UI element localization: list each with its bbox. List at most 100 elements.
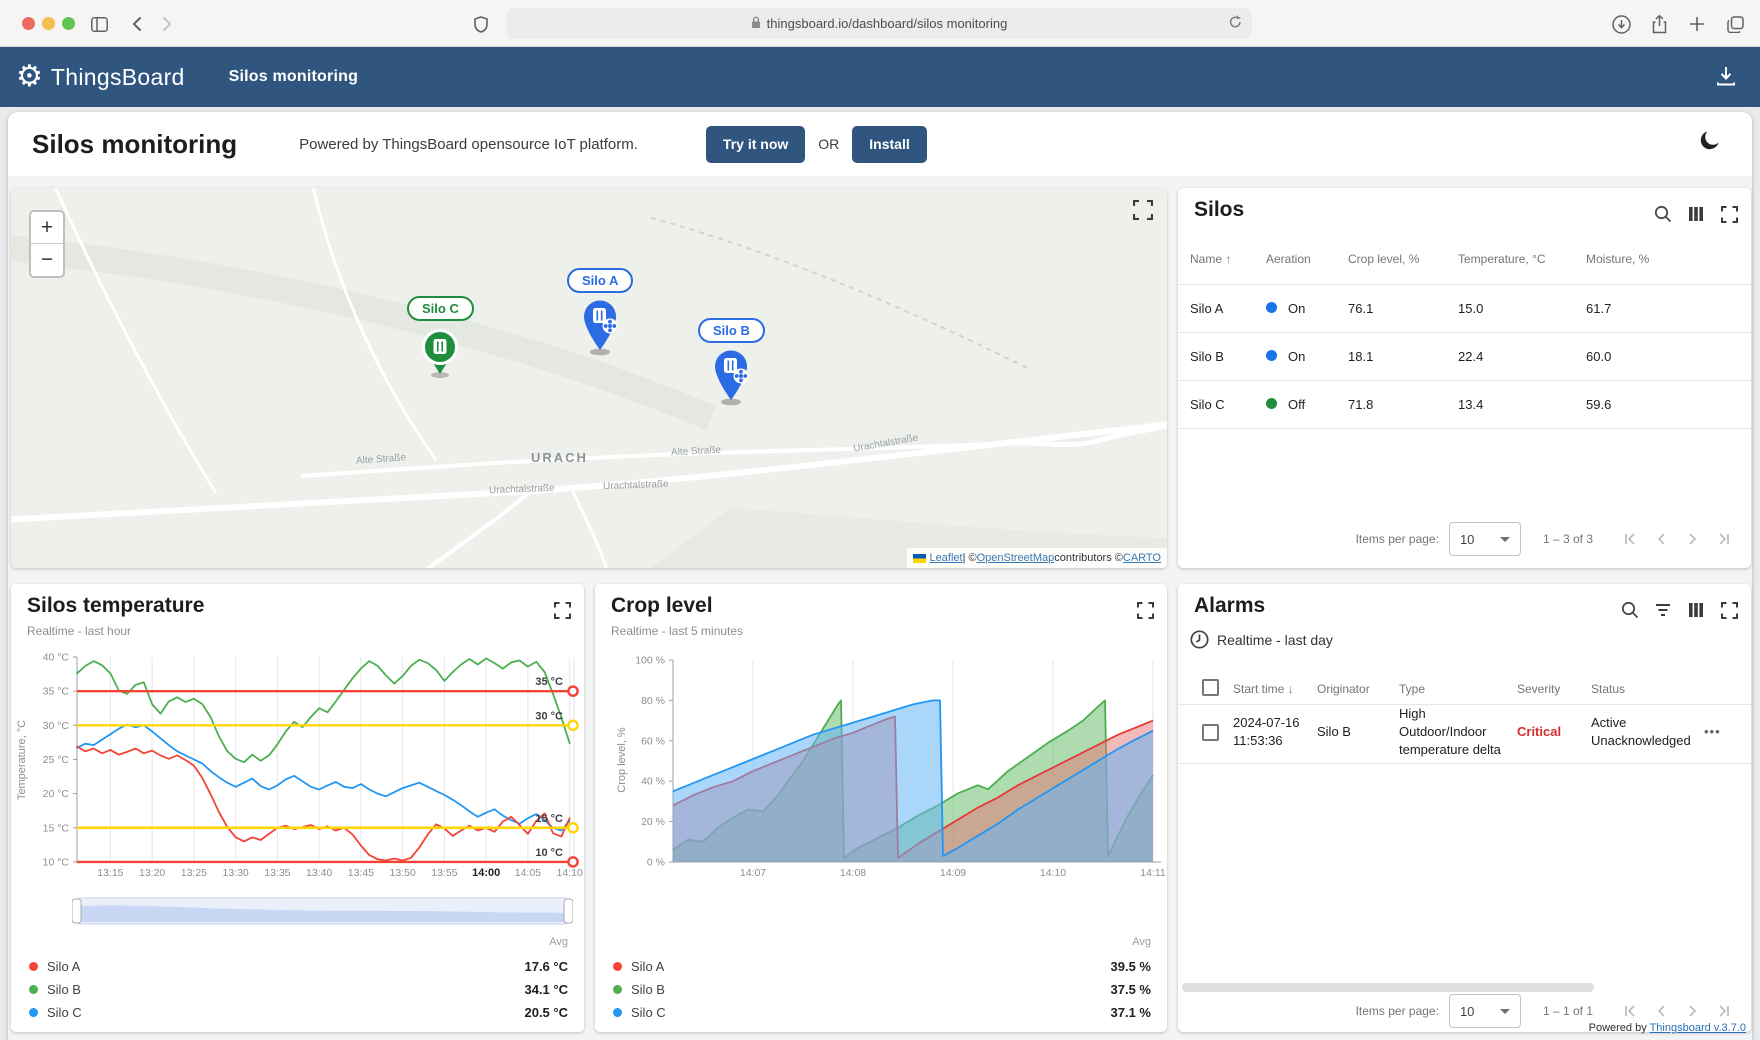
map-fullscreen-icon[interactable]: [1132, 199, 1154, 225]
carto-link[interactable]: CARTO: [1122, 552, 1161, 564]
browser-chrome: thingsboard.io/dashboard/silos monitorin…: [0, 0, 1760, 47]
alarms-search-icon[interactable]: [1620, 600, 1640, 620]
silo-c-marker-icon[interactable]: [417, 327, 463, 379]
map-marker-silo-a[interactable]: Silo A: [567, 268, 634, 361]
last-page-button[interactable]: [1709, 995, 1741, 1027]
forward-button[interactable]: [154, 11, 180, 37]
footer-version-link[interactable]: Thingsboard v.3.7.0: [1649, 1022, 1746, 1034]
next-page-button[interactable]: [1677, 995, 1709, 1027]
col-header-start-time[interactable]: Start time ↓: [1233, 682, 1294, 696]
cell-temperature: 15.0: [1458, 301, 1484, 316]
new-tab-icon[interactable]: [1684, 11, 1710, 37]
privacy-shield-icon[interactable]: [468, 11, 494, 37]
silo-c-label[interactable]: Silo C: [407, 296, 474, 321]
alarm-actions-button[interactable]: •••: [1704, 724, 1721, 739]
silo-b-label[interactable]: Silo B: [698, 318, 765, 343]
col-header-originator[interactable]: Originator: [1317, 682, 1370, 696]
legend-label: Silo C: [47, 1005, 82, 1020]
select-all-checkbox[interactable]: [1202, 679, 1219, 696]
alarms-filter-icon[interactable]: [1653, 600, 1673, 620]
map-canvas[interactable]: URACH Alte Straße Alte Straße Urachtalstraß…: [11, 188, 1167, 568]
temperature-line-chart[interactable]: 13:15 13:20 13:25 13:30 13:35 13:40 13:45 13:50…: [11, 648, 584, 896]
legend-dot: [29, 1008, 38, 1017]
alarms-timewindow-button[interactable]: Realtime - last day: [1190, 630, 1333, 649]
time-navigator[interactable]: [72, 896, 573, 926]
temperature-fullscreen-icon[interactable]: [552, 600, 572, 620]
sidebar-toggle-icon[interactable]: [86, 11, 112, 37]
col-header-crop-level[interactable]: Crop level, %: [1348, 252, 1420, 266]
select-caret-icon: [1499, 536, 1510, 542]
horizontal-scrollbar[interactable]: [1182, 983, 1594, 992]
crop-fullscreen-icon[interactable]: [1135, 600, 1155, 620]
dark-mode-toggle-icon[interactable]: [1698, 128, 1722, 157]
downloads-icon[interactable]: [1608, 11, 1634, 37]
col-header-type[interactable]: Type: [1399, 682, 1426, 696]
prev-page-button[interactable]: [1645, 523, 1677, 555]
install-button[interactable]: Install: [852, 125, 927, 163]
silos-table-widget: Silos Name ↑ Aeration Crop level, % Temp…: [1178, 188, 1751, 568]
cell-name: Silo C: [1190, 397, 1225, 412]
street-name-label: Urachtalstraße: [488, 482, 555, 497]
zoom-out-button[interactable]: −: [40, 248, 54, 271]
silos-search-icon[interactable]: [1653, 204, 1673, 224]
items-per-page-select[interactable]: 10: [1448, 522, 1521, 556]
tab-overview-icon[interactable]: [1722, 11, 1748, 37]
legend-item-silo-a[interactable]: Silo A 17.6 °C: [27, 956, 568, 977]
close-window-button[interactable]: [22, 17, 35, 30]
legend-label: Silo B: [631, 982, 665, 997]
first-page-button[interactable]: [1613, 995, 1645, 1027]
silos-fullscreen-icon[interactable]: [1719, 204, 1739, 224]
silos-columns-icon[interactable]: [1686, 204, 1706, 224]
silo-a-label[interactable]: Silo A: [567, 268, 634, 293]
col-header-severity[interactable]: Severity: [1517, 682, 1561, 696]
zoom-in-button[interactable]: +: [31, 212, 63, 244]
silo-b-pin-icon[interactable]: [708, 348, 754, 406]
temperature-widget-title: Silos temperature: [27, 594, 205, 617]
alarm-row-checkbox[interactable]: [1202, 724, 1219, 741]
header-dashboard-title: Silos monitoring: [228, 68, 359, 85]
legend-item-silo-c[interactable]: Silo C 20.5 °C: [27, 1002, 568, 1023]
col-header-aeration[interactable]: Aeration: [1266, 252, 1311, 266]
aeration-status-dot: [1266, 398, 1277, 409]
items-per-page-select[interactable]: 10: [1448, 994, 1521, 1028]
items-per-page-label: Items per page:: [1355, 532, 1439, 546]
leaflet-link[interactable]: Leaflet: [929, 552, 963, 564]
navigator-left-handle[interactable]: [72, 898, 82, 924]
last-page-button[interactable]: [1709, 523, 1741, 555]
alarms-fullscreen-icon[interactable]: [1719, 600, 1739, 620]
col-header-name[interactable]: Name ↑: [1190, 252, 1232, 266]
cell-severity: Critical: [1517, 724, 1562, 739]
cell-crop-level: 71.8: [1348, 397, 1374, 412]
reload-icon[interactable]: [1229, 15, 1242, 32]
try-it-now-button[interactable]: Try it now: [705, 125, 806, 163]
col-header-moisture[interactable]: Moisture, %: [1586, 252, 1650, 266]
svg-text:14:07: 14:07: [740, 867, 766, 879]
prev-page-button[interactable]: [1645, 995, 1677, 1027]
openstreetmap-link[interactable]: OpenStreetMap: [976, 552, 1055, 564]
first-page-button[interactable]: [1613, 523, 1645, 555]
crop-level-area-chart[interactable]: 14:07 14:08 14:09 14:10 14:11 100 % 80 % 60 % 40…: [595, 648, 1167, 896]
alarms-columns-icon[interactable]: [1686, 600, 1706, 620]
export-dashboard-icon[interactable]: [1716, 65, 1736, 92]
map-marker-silo-b[interactable]: Silo B: [698, 318, 765, 411]
share-icon[interactable]: [1646, 11, 1672, 37]
legend-item-silo-b[interactable]: Silo B 34.1 °C: [27, 979, 568, 1000]
cell-type-line1: High: [1399, 706, 1426, 721]
street-name-label: Urachtalstraße: [602, 478, 669, 493]
fullscreen-window-button[interactable]: [62, 17, 75, 30]
silo-a-pin-icon[interactable]: [577, 298, 623, 356]
legend-item-silo-b[interactable]: Silo B 37.5 %: [611, 979, 1151, 1000]
legend-item-silo-a[interactable]: Silo A 39.5 %: [611, 956, 1151, 977]
navigator-right-handle[interactable]: [563, 898, 573, 924]
map-marker-silo-c[interactable]: Silo C: [407, 296, 474, 384]
col-header-status[interactable]: Status: [1591, 682, 1626, 696]
thingsboard-logo[interactable]: ⚙ ThingsBoard: [16, 62, 185, 92]
col-header-temperature[interactable]: Temperature, °C: [1458, 252, 1546, 266]
legend-item-silo-c[interactable]: Silo C 37.1 %: [611, 1002, 1151, 1023]
silos-pagination: Items per page: 10 1 – 3 of 3: [1356, 522, 1741, 556]
next-page-button[interactable]: [1677, 523, 1709, 555]
minimize-window-button[interactable]: [42, 17, 55, 30]
crop-timewindow: Realtime - last 5 minutes: [611, 624, 744, 638]
url-bar[interactable]: thingsboard.io/dashboard/silos monitorin…: [506, 8, 1252, 39]
back-button[interactable]: [124, 11, 150, 37]
